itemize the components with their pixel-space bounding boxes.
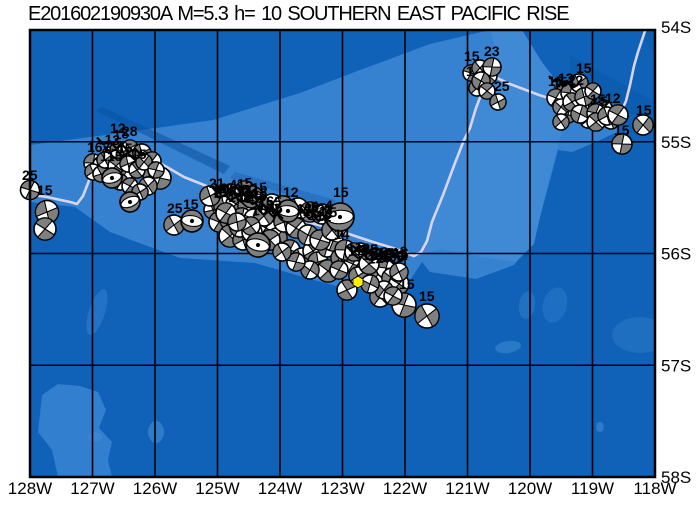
svg-text:415: 415: [228, 174, 253, 193]
svg-text:212: 212: [308, 207, 333, 225]
svg-text:15: 15: [117, 140, 133, 156]
svg-text:14: 14: [334, 226, 350, 242]
svg-text:15: 15: [333, 184, 349, 200]
svg-text:2145: 2145: [213, 182, 246, 201]
svg-text:15: 15: [321, 204, 338, 221]
svg-text:56S: 56S: [661, 245, 691, 264]
svg-text:23: 23: [484, 43, 500, 59]
svg-text:12: 12: [605, 90, 621, 106]
svg-text:15: 15: [183, 196, 199, 212]
svg-text:5: 5: [600, 93, 608, 109]
svg-text:119W: 119W: [571, 479, 614, 498]
svg-text:165: 165: [381, 249, 405, 265]
svg-text:21: 21: [317, 201, 333, 217]
svg-text:127W: 127W: [70, 479, 114, 498]
svg-text:1215: 1215: [362, 247, 393, 263]
svg-text:1185: 1185: [347, 241, 379, 259]
svg-text:15: 15: [464, 48, 480, 64]
svg-text:15: 15: [576, 60, 592, 76]
svg-text:1215: 1215: [377, 244, 409, 262]
svg-text:13: 13: [558, 70, 574, 86]
svg-text:185: 185: [354, 239, 379, 257]
svg-text:115: 115: [100, 148, 123, 164]
svg-text:12: 12: [283, 184, 299, 200]
svg-text:1645: 1645: [251, 200, 284, 219]
svg-text:15: 15: [399, 276, 415, 292]
svg-text:122: 122: [296, 199, 321, 217]
svg-text:1: 1: [466, 63, 474, 79]
svg-text:15: 15: [590, 91, 606, 107]
svg-text:121W: 121W: [445, 479, 489, 498]
svg-text:1512: 1512: [552, 72, 585, 91]
svg-text:18: 18: [112, 125, 130, 143]
svg-text:15: 15: [131, 146, 147, 162]
svg-text:221: 221: [303, 203, 327, 219]
svg-text:12: 12: [110, 120, 126, 136]
svg-text:15: 15: [548, 73, 564, 89]
svg-text:125W: 125W: [195, 479, 239, 498]
svg-text:165: 165: [228, 189, 252, 205]
svg-text:167: 167: [87, 139, 111, 155]
svg-text:126W: 126W: [133, 479, 177, 498]
svg-text:45: 45: [247, 190, 263, 206]
svg-text:124W: 124W: [258, 479, 302, 498]
svg-text:15: 15: [37, 182, 53, 198]
svg-text:128W: 128W: [8, 479, 52, 498]
svg-text:15: 15: [614, 122, 630, 138]
svg-text:28: 28: [122, 123, 138, 139]
svg-text:12: 12: [391, 243, 409, 261]
svg-text:121: 121: [372, 243, 397, 261]
svg-text:2: 2: [568, 72, 576, 88]
svg-text:165: 165: [258, 192, 283, 210]
svg-text:15: 15: [636, 102, 652, 118]
svg-text:15: 15: [419, 288, 435, 304]
svg-text:21: 21: [209, 175, 225, 191]
svg-text:123W: 123W: [320, 479, 364, 498]
svg-text:15: 15: [258, 197, 274, 213]
svg-text:125: 125: [367, 249, 392, 267]
svg-text:120W: 120W: [508, 479, 552, 498]
svg-text:25: 25: [167, 200, 183, 216]
svg-text:2035: 2035: [218, 180, 250, 198]
svg-text:1415: 1415: [236, 183, 268, 201]
svg-text:25: 25: [494, 78, 510, 94]
svg-text:E201602190930A M=5.3 h= 10 SOU: E201602190930A M=5.3 h= 10 SOUTHERN EAST…: [28, 3, 569, 25]
svg-text:45: 45: [302, 198, 320, 216]
svg-text:57S: 57S: [661, 356, 691, 375]
svg-text:122W: 122W: [383, 479, 427, 498]
svg-text:118W: 118W: [633, 479, 676, 498]
svg-text:54S: 54S: [661, 18, 691, 37]
svg-text:2: 2: [400, 247, 408, 263]
svg-text:4: 4: [325, 197, 333, 213]
svg-text:145: 145: [243, 186, 268, 204]
svg-text:58S: 58S: [661, 468, 691, 487]
svg-text:55S: 55S: [661, 133, 691, 152]
svg-text:13: 13: [104, 131, 121, 148]
svg-text:15: 15: [251, 179, 268, 196]
